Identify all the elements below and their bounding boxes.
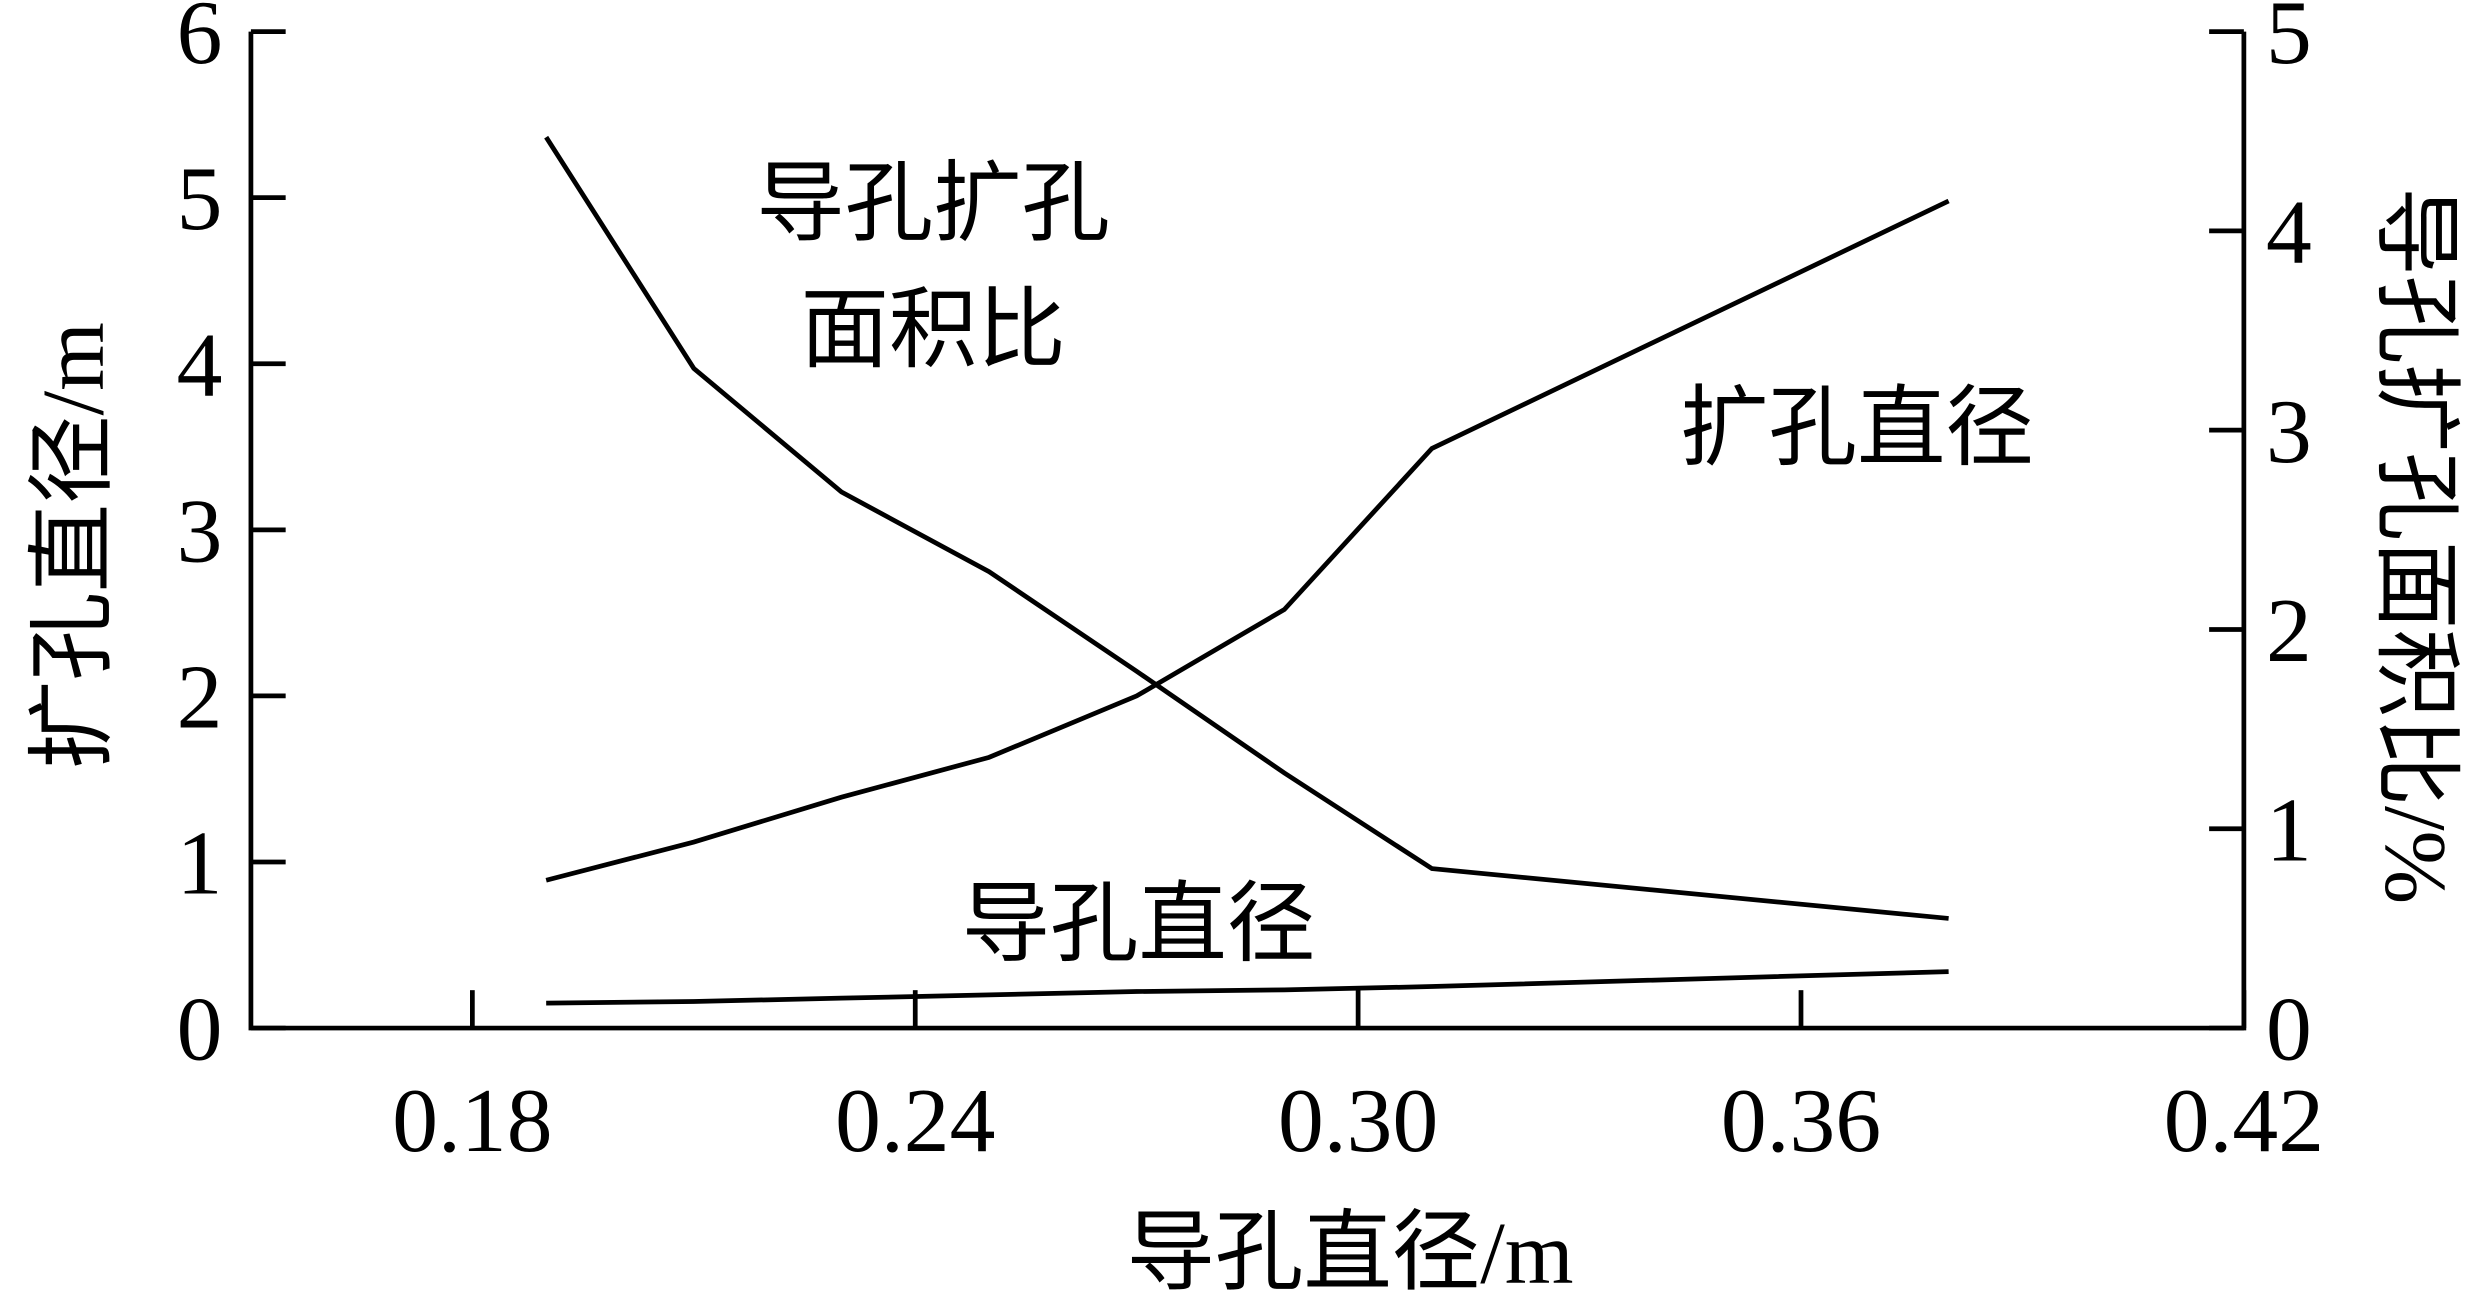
y2-tick-label: 4 bbox=[2266, 180, 2312, 282]
y2-tick-label: 3 bbox=[2266, 380, 2312, 482]
annotation: 面积比 bbox=[801, 282, 1066, 380]
line-series bbox=[544, 135, 1949, 921]
x-tick-label: 0.18 bbox=[392, 1069, 552, 1171]
line-series bbox=[546, 969, 1949, 1006]
annotation: 导孔扩孔 bbox=[756, 156, 1110, 254]
y-tick-label: 2 bbox=[177, 645, 223, 747]
y2-axis-label: 导孔扩孔面积比/% bbox=[2366, 187, 2464, 904]
y2-tick-label: 5 bbox=[2266, 0, 2312, 83]
x-tick-label: 0.24 bbox=[835, 1069, 995, 1171]
y-tick-label: 0 bbox=[177, 978, 223, 1080]
x-tick-label: 0.42 bbox=[2164, 1069, 2324, 1171]
x-tick-label: 0.36 bbox=[1721, 1069, 1881, 1171]
x-axis-label: 导孔直径/m bbox=[1127, 1204, 1574, 1302]
y-tick-label: 3 bbox=[177, 479, 223, 581]
y-axis-label: 扩孔直径/m bbox=[24, 322, 122, 769]
y2-tick-label: 2 bbox=[2266, 579, 2312, 681]
y-tick-label: 5 bbox=[177, 147, 223, 249]
y2-tick-label: 0 bbox=[2266, 978, 2312, 1080]
annotation: 扩孔直径 bbox=[1680, 380, 2034, 478]
line-series bbox=[545, 198, 1950, 883]
y-tick-label: 4 bbox=[177, 313, 223, 415]
annotation: 导孔直径 bbox=[962, 876, 1316, 974]
y-tick-label: 1 bbox=[177, 812, 223, 914]
y2-tick-label: 1 bbox=[2266, 778, 2312, 880]
y-tick-label: 6 bbox=[177, 0, 223, 83]
x-tick-label: 0.30 bbox=[1278, 1069, 1438, 1171]
